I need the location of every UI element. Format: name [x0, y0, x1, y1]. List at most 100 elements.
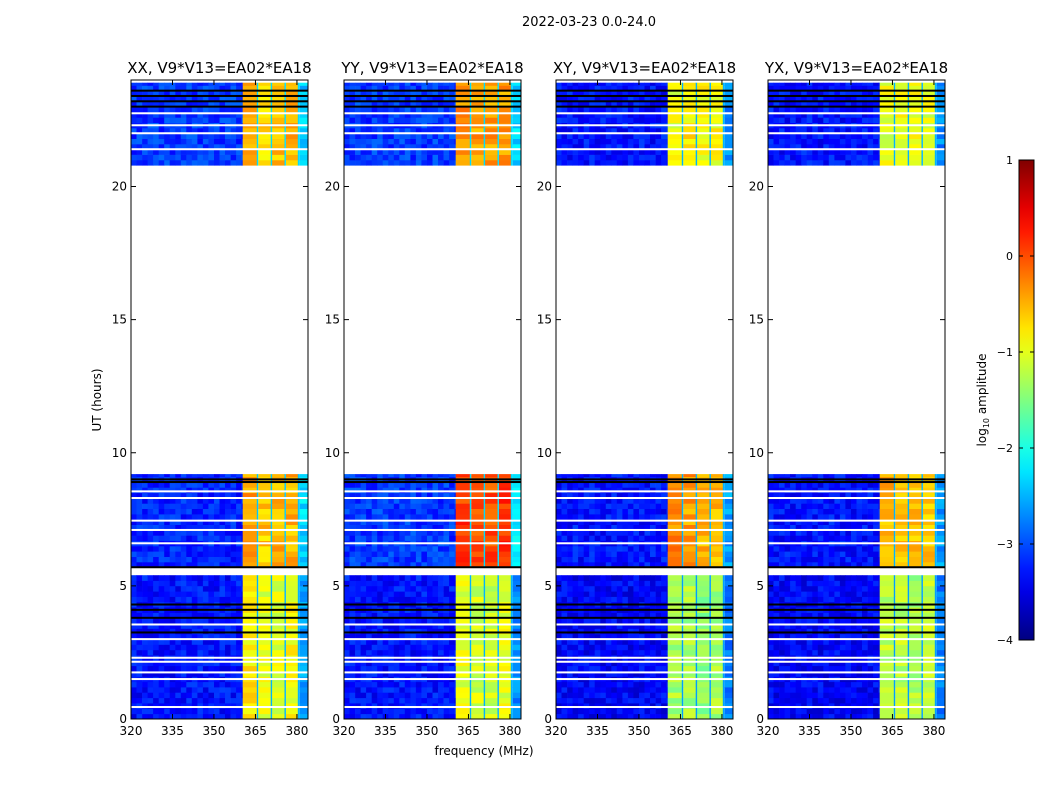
- heatmap-cell: [349, 474, 356, 478]
- heatmap-cell: [158, 133, 165, 139]
- heatmap-cell: [449, 503, 455, 509]
- heatmap-cell: [202, 633, 209, 640]
- heatmap-cell: [438, 149, 444, 155]
- heatmap-cell: [415, 556, 422, 563]
- heatmap-cell: [236, 127, 242, 134]
- heatmap-cell: [627, 649, 634, 656]
- heatmap-cell: [556, 498, 562, 504]
- heatmap-cell: [355, 551, 361, 557]
- heatmap-cell: [360, 127, 367, 134]
- heatmap-cell: [258, 585, 271, 592]
- heatmap-cell: [371, 508, 378, 515]
- heatmap-cell: [404, 561, 411, 568]
- heatmap-cell: [627, 713, 634, 720]
- heatmap-cell: [371, 551, 378, 557]
- heatmap-cell: [382, 117, 389, 123]
- heatmap-cell: [382, 149, 389, 155]
- heatmap-cell: [605, 692, 612, 699]
- heatmap-cell: [650, 617, 656, 624]
- heatmap-cell: [697, 535, 710, 541]
- heatmap-cell: [344, 644, 350, 651]
- heatmap-cell: [158, 96, 165, 102]
- heatmap-cell: [469, 671, 472, 677]
- heatmap-cell: [427, 159, 433, 166]
- heatmap-cell: [695, 665, 698, 672]
- heatmap-cell: [344, 556, 350, 563]
- heatmap-cell: [497, 612, 499, 619]
- heatmap-cell: [724, 660, 734, 667]
- heatmap-cell: [710, 665, 724, 672]
- heatmap-cell: [377, 127, 384, 134]
- heatmap-cell: [471, 106, 484, 113]
- heatmap-cell: [256, 133, 259, 139]
- heatmap-cell: [512, 82, 522, 86]
- heatmap-cell: [164, 127, 171, 134]
- heatmap-cell: [415, 82, 422, 86]
- heatmap-cell: [366, 492, 372, 499]
- heatmap-cell: [371, 585, 378, 592]
- heatmap-cell: [186, 660, 193, 667]
- heatmap-cell: [404, 545, 411, 552]
- heatmap-cell: [404, 556, 411, 563]
- heatmap-cell: [344, 524, 350, 531]
- heatmap-cell: [438, 681, 444, 688]
- heatmap-cell: [469, 644, 472, 651]
- heatmap-cell: [404, 687, 411, 693]
- y-tick-label: 10: [112, 446, 127, 460]
- heatmap-cell: [404, 503, 411, 509]
- heatmap-cell: [681, 580, 684, 587]
- heatmap-cell: [180, 106, 187, 113]
- heatmap-cell: [622, 580, 629, 587]
- x-tick-label: 365: [457, 724, 480, 738]
- heatmap-cell: [567, 623, 573, 629]
- heatmap-cell: [242, 508, 258, 515]
- heatmap-cell: [498, 633, 512, 640]
- heatmap-cell: [202, 644, 209, 651]
- heatmap-cell: [415, 535, 422, 541]
- heatmap-cell: [438, 101, 444, 107]
- heatmap-cell: [589, 708, 596, 715]
- heatmap-cell: [208, 508, 215, 515]
- heatmap-cell: [681, 508, 684, 515]
- heatmap-cell: [455, 575, 471, 581]
- heatmap-cell: [241, 508, 244, 515]
- heatmap-cell: [655, 596, 662, 603]
- heatmap-cell: [449, 708, 455, 715]
- heatmap-cell: [510, 96, 513, 102]
- heatmap-cell: [695, 617, 698, 624]
- heatmap-cell: [561, 530, 568, 536]
- heatmap-cell: [142, 101, 148, 107]
- flagged-row-black: [131, 89, 308, 92]
- heatmap-cell: [483, 561, 486, 568]
- heatmap-cell: [427, 117, 433, 123]
- heatmap-cell: [131, 149, 137, 155]
- heatmap-cell: [438, 644, 444, 651]
- heatmap-cell: [360, 585, 367, 592]
- heatmap-cell: [594, 612, 601, 619]
- heatmap-cell: [415, 617, 422, 624]
- heatmap-cell: [299, 117, 309, 123]
- heatmap-cell: [410, 585, 417, 592]
- heatmap-cell: [241, 623, 244, 629]
- heatmap-cell: [650, 575, 656, 581]
- heatmap-cell: [284, 106, 286, 113]
- heatmap-cell: [366, 96, 372, 102]
- heatmap-cell: [697, 644, 710, 651]
- heatmap-cell: [285, 487, 299, 494]
- heatmap-cell: [349, 551, 356, 557]
- heatmap-cell: [360, 154, 367, 161]
- heatmap-cell: [415, 665, 422, 672]
- heatmap-cell: [158, 82, 165, 86]
- heatmap-cell: [197, 519, 204, 525]
- heatmap-cell: [388, 149, 395, 155]
- heatmap-cell: [297, 519, 300, 525]
- heatmap-cell: [627, 644, 634, 651]
- heatmap-cell: [349, 154, 356, 161]
- heatmap-cell: [241, 487, 244, 494]
- heatmap-cell: [241, 117, 244, 123]
- heatmap-cell: [382, 519, 389, 525]
- heatmap-cell: [605, 687, 612, 693]
- heatmap-cell: [147, 514, 154, 520]
- heatmap-cell: [272, 681, 285, 688]
- heatmap-cell: [427, 681, 433, 688]
